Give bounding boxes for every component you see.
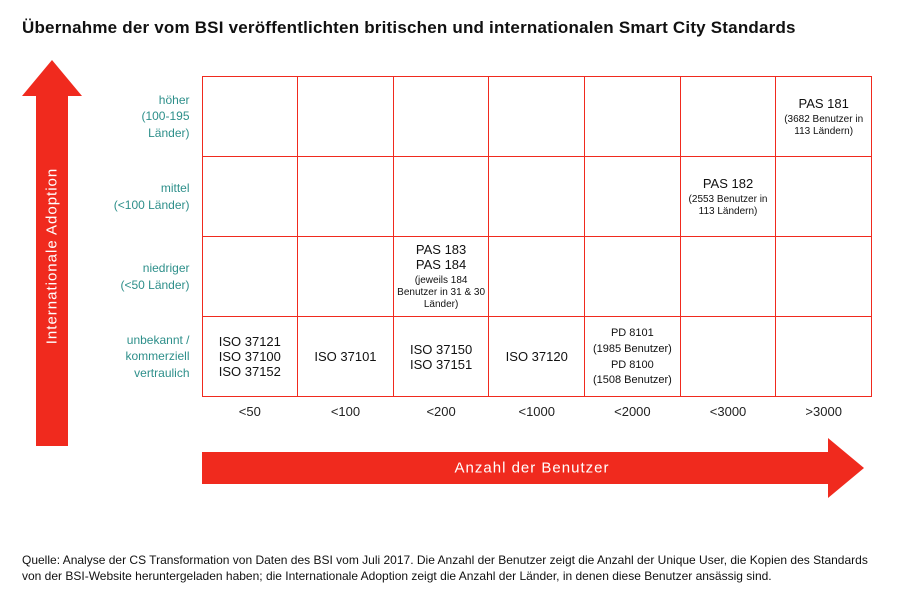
row-label-line: mittel: [161, 181, 190, 195]
matrix-cell: [202, 77, 298, 157]
x-axis-arrow: Anzahl der Benutzer: [202, 448, 862, 488]
row-label: mittel (<100 Länder): [102, 157, 202, 237]
table-row: mittel (<100 Länder) PAS 182 (2553 Benutzer…: [102, 157, 872, 237]
row-label-line: kommerziell: [125, 349, 189, 363]
matrix-cell: [489, 237, 585, 317]
matrix-cell: PD 8101(1985 Benutzer)PD 8100(1508 Benut…: [585, 317, 681, 397]
source-footnote: Quelle: Analyse der CS Transformation vo…: [22, 552, 878, 584]
cell-main: PAS 183PAS 184: [416, 242, 466, 272]
matrix-cell: [585, 77, 681, 157]
y-axis-label: Internationale Adoption: [44, 168, 61, 344]
matrix-cell: ISO 37150ISO 37151: [393, 317, 489, 397]
x-axis-tick: <100: [298, 397, 394, 427]
row-label-line: unbekannt /: [127, 333, 190, 347]
chart-area: Internationale Adoption höher (100-195 Lä…: [22, 56, 878, 496]
matrix-cell: [776, 237, 872, 317]
matrix-cell: PAS 181 (3682 Benutzer in 113 Ländern): [776, 77, 872, 157]
x-axis-labels: <50<100<200<1000<2000<3000>3000: [102, 397, 872, 427]
matrix-cell: [489, 157, 585, 237]
x-axis-tick: >3000: [776, 397, 872, 427]
x-axis-tick: <50: [202, 397, 298, 427]
x-axis-tick: <200: [393, 397, 489, 427]
row-label-line: niedriger: [143, 261, 190, 275]
row-label-line: (<50 Länder): [120, 278, 189, 292]
row-label: unbekannt / kommerziell vertraulich: [102, 317, 202, 397]
matrix-cell: [393, 157, 489, 237]
cell-sub: (3682 Benutzer in 113 Ländern): [778, 114, 869, 138]
matrix-cell: [585, 237, 681, 317]
row-label: höher (100-195 Länder): [102, 77, 202, 157]
cell-main: ISO 37150ISO 37151: [410, 342, 472, 372]
row-label: niedriger (<50 Länder): [102, 237, 202, 317]
cell-main: PAS 181: [798, 96, 848, 111]
matrix-cell: [489, 77, 585, 157]
matrix-cell: PAS 183PAS 184(jeweils 184 Benutzer in 3…: [393, 237, 489, 317]
matrix-cell: [202, 157, 298, 237]
cell-main: PD 8101(1985 Benutzer)PD 8100(1508 Benut…: [593, 327, 672, 386]
matrix-cell: ISO 37120: [489, 317, 585, 397]
table-row: unbekannt / kommerziell vertraulich ISO 371…: [102, 317, 872, 397]
arrow-up-icon: [22, 60, 82, 96]
row-label-line: (<100 Länder): [114, 198, 190, 212]
matrix-cell: [776, 317, 872, 397]
matrix-cell: [680, 77, 776, 157]
y-axis-arrow: Internationale Adoption: [32, 66, 72, 446]
x-axis-tick: <2000: [585, 397, 681, 427]
page-title: Übernahme der vom BSI veröffentlichten b…: [22, 18, 878, 38]
matrix-grid: höher (100-195 Länder) PAS 181 (3682 Benutz…: [102, 76, 872, 427]
row-label-line: höher: [159, 93, 190, 107]
cell-sub: (jeweils 184 Benutzer in 31 & 30 Länder): [396, 275, 487, 311]
cell-main: ISO 37101: [314, 349, 376, 364]
x-axis-label: Anzahl der Benutzer: [455, 460, 610, 477]
arrow-right-icon: [828, 438, 864, 498]
x-axis-tick: <1000: [489, 397, 585, 427]
matrix-cell: [585, 157, 681, 237]
x-axis-tick: <3000: [680, 397, 776, 427]
matrix-cell: [680, 317, 776, 397]
matrix-cell: [298, 157, 394, 237]
cell-main: ISO 37121ISO 37100ISO 37152: [219, 334, 281, 379]
cell-sub: (2553 Benutzer in 113 Ländern): [683, 194, 774, 218]
matrix-cell: ISO 37101: [298, 317, 394, 397]
cell-main: ISO 37120: [506, 349, 568, 364]
matrix-cell: [393, 77, 489, 157]
matrix-cell: ISO 37121ISO 37100ISO 37152: [202, 317, 298, 397]
matrix-cell: [298, 77, 394, 157]
cell-main: PAS 182: [703, 176, 753, 191]
row-label-line: vertraulich: [134, 366, 189, 380]
table-row: höher (100-195 Länder) PAS 181 (3682 Benutz…: [102, 77, 872, 157]
table-row: niedriger (<50 Länder) PAS 183PAS 184(jewe…: [102, 237, 872, 317]
row-label-line: (100-195 Länder): [141, 109, 189, 139]
matrix-cell: [298, 237, 394, 317]
matrix-cell: [680, 237, 776, 317]
matrix-cell: PAS 182 (2553 Benutzer in 113 Ländern): [680, 157, 776, 237]
matrix-cell: [202, 237, 298, 317]
spacer: [102, 397, 202, 427]
matrix-cell: [776, 157, 872, 237]
